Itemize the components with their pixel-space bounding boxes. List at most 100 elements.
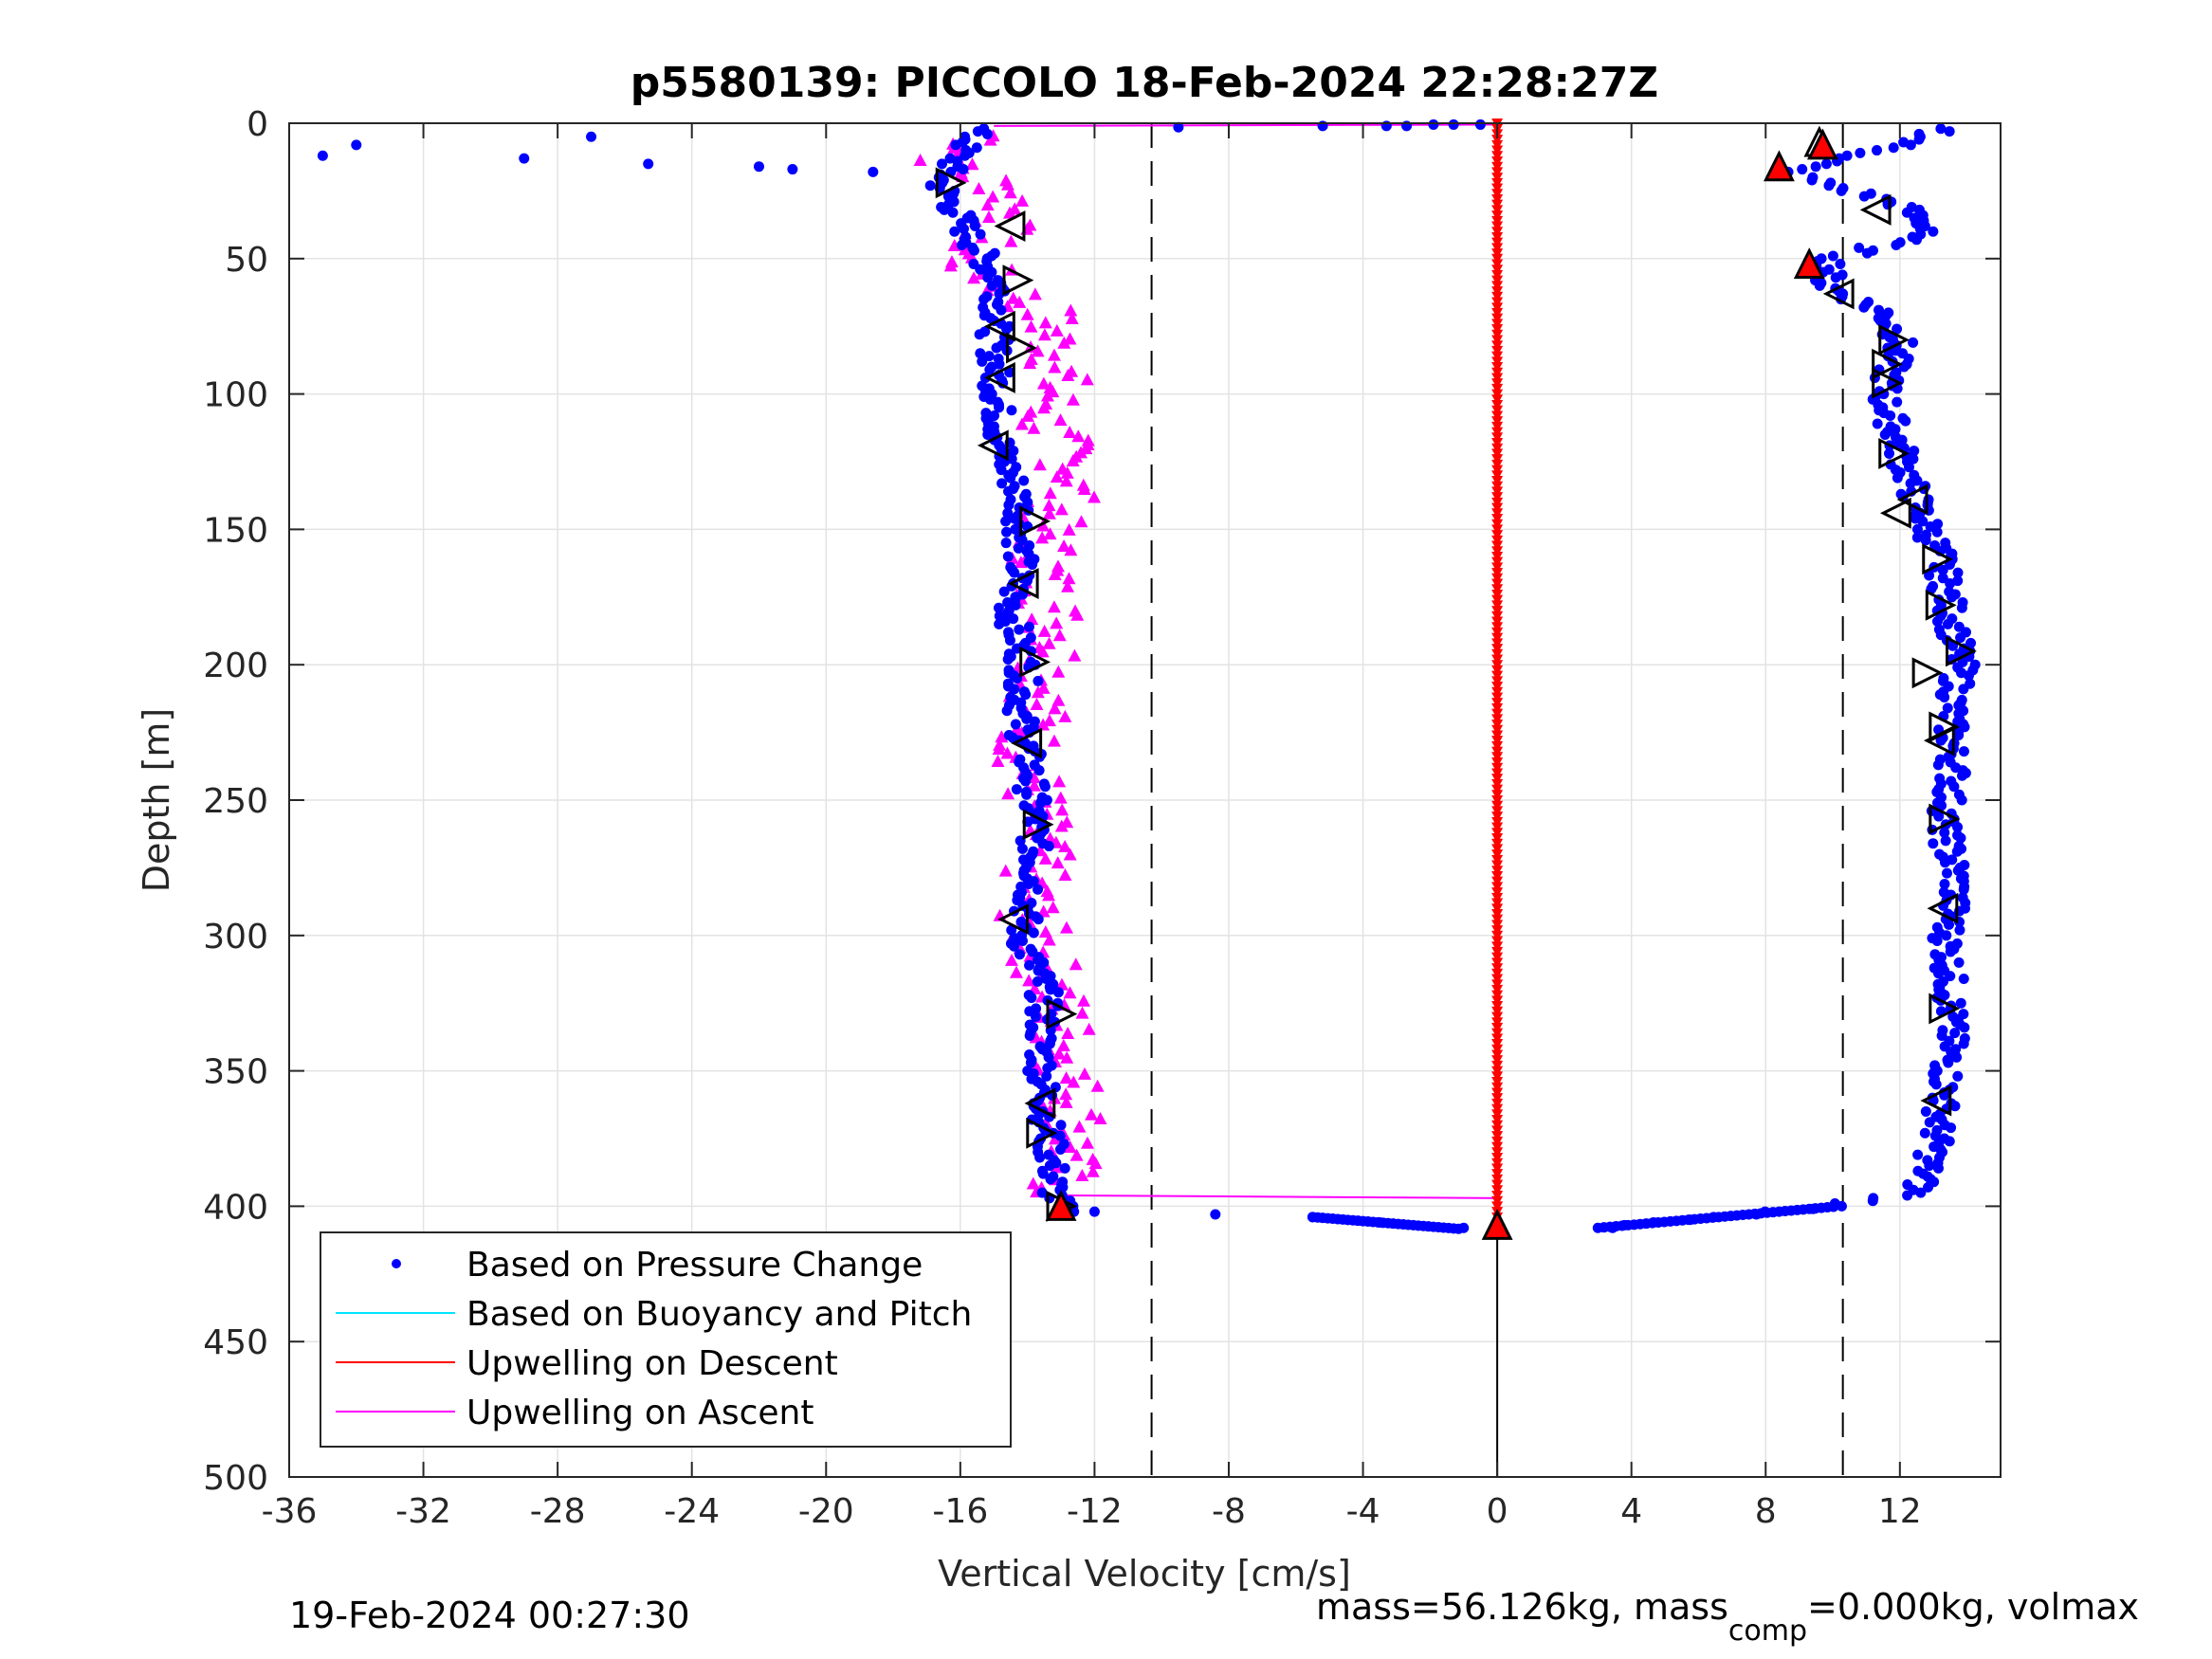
pressure-change-ascent-point [1888,142,1899,154]
upwelling-ascent-point [1014,556,1028,569]
y-tick-label: 150 [203,511,268,550]
pressure-change-descent-point [1013,542,1024,554]
pressure-change-surface-point [868,166,879,177]
red-triangle-marker [1793,247,1825,280]
pressure-change-surface-point [519,153,530,164]
pressure-change-bottom-point [1374,1217,1385,1229]
upwelling-ascent-point [1031,685,1045,699]
pressure-change-descent-point [998,586,1010,597]
ascent-triangle-marker [1878,438,1910,469]
pressure-change-descent-point [924,180,936,191]
pressure-change-ascent-point [1945,578,1956,590]
pressure-change-ascent-point [1939,827,1950,838]
upwelling-ascent-point [1052,775,1067,788]
pressure-change-ascent-point [1958,973,1969,984]
pressure-change-descent-point [1006,924,1017,936]
y-tick-label: 50 [225,241,268,280]
pressure-change-ascent-point [1955,997,1966,1009]
ascent-triangle-marker [1878,324,1910,356]
pressure-change-ascent-point [1959,1022,1970,1033]
upwelling-ascent-point [965,157,979,171]
pressure-change-ascent-point [1953,957,1965,968]
pressure-change-descent-point [1028,927,1039,939]
pressure-change-ascent-point [1820,158,1832,170]
pressure-change-descent-point [984,364,996,375]
y-tick-label: 250 [203,782,268,821]
upwelling-ascent-point [1006,291,1020,304]
pressure-change-ascent-point [1936,1030,1947,1041]
upwelling-ascent-point [1059,1095,1073,1108]
upwelling-ascent-point [1035,519,1050,532]
pressure-change-ascent-point [1943,1057,1954,1068]
upwelling-ascent-point [1020,307,1034,320]
pressure-change-descent-point [972,126,983,137]
footer-mass-suffix: =0.000kg, volmax [1807,1586,2139,1628]
y-tick-label: 400 [203,1188,268,1227]
upwelling-ascent-point [1037,624,1051,637]
x-tick-label: -36 [262,1492,318,1531]
pressure-change-ascent-point [1884,447,1895,459]
pressure-change-ascent-point [1935,123,1947,135]
upwelling-ascent-point [1035,531,1050,544]
upwelling-ascent-point [983,133,997,146]
pressure-change-ascent-point [1948,781,1960,793]
footer-mass-subscript: comp [1728,1614,1807,1648]
pressure-change-descent-point [1022,497,1033,508]
upwelling-ascent-point [1053,413,1068,427]
pressure-change-descent-point [956,240,967,251]
pressure-change-surface-point [1448,118,1459,130]
pressure-change-ascent-point [1931,936,1943,947]
pressure-change-ascent-point [1879,428,1891,440]
upwelling-ascent-point [1036,718,1051,731]
upwelling-ascent-point [967,271,981,284]
ascent-triangle-marker [1929,803,1961,835]
pressure-change-ascent-point [1958,1038,1969,1049]
upwelling-descent-point [1491,1201,1504,1212]
pressure-change-ascent-point [1892,396,1903,408]
pressure-change-descent-point [947,207,959,218]
pressure-change-ascent-point [1867,1195,1878,1207]
y-tick-label: 450 [203,1323,268,1362]
pressure-change-ascent-point [1823,180,1835,191]
pressure-change-ascent-point [1944,1136,1955,1147]
pressure-change-surface-point [1474,118,1486,130]
upwelling-ascent-point [1050,323,1064,337]
ascent-triangle-marker [1911,657,1944,689]
upwelling-ascent-point [1048,1132,1062,1145]
pressure-change-ascent-point [1915,1187,1927,1198]
pressure-change-descent-point [977,356,988,367]
upwelling-ascent-point [1086,1164,1100,1177]
pressure-change-ascent-point [1964,670,1975,682]
pressure-change-descent-point [1002,551,1014,562]
pressure-change-bottom-point [1210,1209,1221,1220]
descent-triangle-marker [1019,505,1051,538]
upwelling-ascent-point [1059,474,1073,487]
legend-marker-pressure-change [392,1259,401,1268]
pressure-change-ascent-point [1911,532,1923,543]
pressure-change-ascent-point [1942,618,1953,629]
upwelling-ascent-point [1053,791,1068,804]
pressure-change-ascent-point [1885,410,1896,421]
upwelling-ascent-point [1082,1022,1096,1035]
pressure-change-descent-point [983,351,995,362]
series-layer [317,118,1981,1234]
upwelling-ascent-point [1069,957,1083,971]
pressure-change-surface-point [753,161,764,173]
pressure-change-descent-point [978,294,990,305]
upwelling-ascent-point [1042,888,1056,902]
upwelling-ascent-point [1064,303,1078,317]
upwelling-ascent-point [1059,1071,1073,1085]
upwelling-ascent-point [1093,1112,1107,1125]
pressure-change-ascent-point [1892,472,1903,483]
pressure-change-descent-point [1006,405,1017,416]
pressure-change-descent-point [1002,653,1014,665]
upwelling-ascent-point [1015,417,1029,430]
upwelling-ascent-point [1077,482,1091,495]
red-triangle-marker [1763,150,1795,182]
triangle-marker-layer [935,125,1977,1240]
upwelling-ascent-point [1042,636,1056,649]
pressure-change-bottom-point [1458,1222,1470,1233]
upwelling-ascent-point [1043,527,1057,540]
upwelling-ascent-point [1004,234,1018,247]
upwelling-ascent-point [1052,629,1067,642]
